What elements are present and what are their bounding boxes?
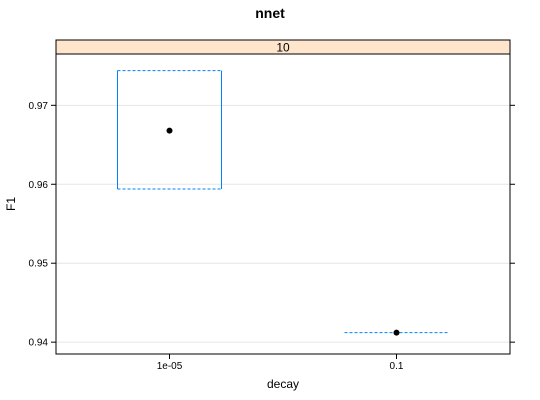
y-axis-title: F1: [4, 197, 18, 211]
median-point: [166, 127, 173, 134]
x-tick-label: 0.1: [390, 361, 404, 372]
x-axis-title: decay: [267, 377, 299, 391]
grid-lines: [56, 104, 510, 343]
y-tick-label: 0.96: [29, 180, 49, 191]
chart-title: nnet: [255, 5, 285, 21]
plot-background: [56, 54, 510, 354]
y-tick-label: 0.94: [29, 338, 49, 349]
boxes: [117, 70, 449, 336]
strip-label: 10: [276, 41, 290, 55]
strip: 10: [55, 39, 511, 55]
y-tick-label: 0.97: [29, 101, 49, 112]
x-axis: 1e-05 0.1: [157, 354, 404, 372]
median-point: [393, 329, 400, 336]
x-tick-label: 1e-05: [157, 361, 183, 372]
plot-panel: [55, 53, 511, 355]
strip-background: [55, 39, 511, 55]
y-axis: 0.94 0.95 0.96 0.97: [29, 101, 515, 349]
box-1: [344, 329, 449, 336]
box-0: [117, 70, 222, 190]
y-tick-label: 0.95: [29, 259, 49, 270]
